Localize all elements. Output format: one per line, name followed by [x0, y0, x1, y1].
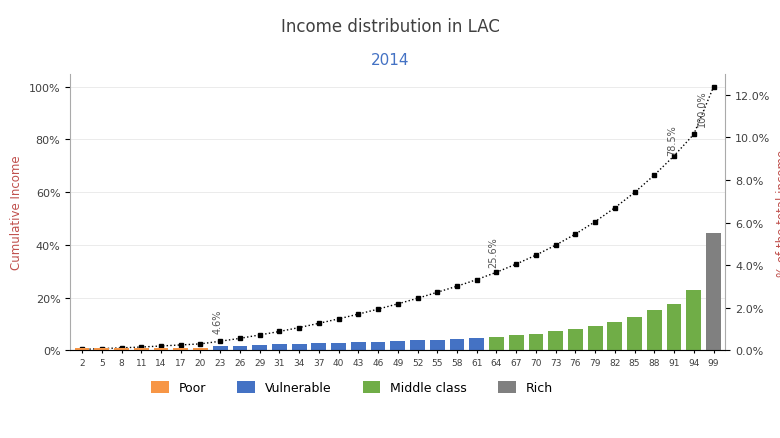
Bar: [489, 337, 504, 350]
Bar: [311, 343, 326, 350]
Bar: [173, 348, 188, 350]
Bar: [292, 344, 307, 350]
Bar: [548, 332, 563, 350]
Bar: [430, 340, 445, 350]
Bar: [529, 334, 544, 350]
Bar: [94, 349, 109, 350]
Bar: [154, 348, 168, 350]
Text: 2014: 2014: [370, 53, 410, 67]
Bar: [686, 290, 701, 350]
Y-axis label: % of the total income: % of the total income: [776, 149, 780, 276]
Bar: [608, 322, 622, 350]
Bar: [706, 233, 721, 350]
Bar: [568, 329, 583, 350]
Bar: [391, 341, 405, 350]
Bar: [627, 317, 642, 350]
Bar: [193, 348, 207, 350]
Bar: [213, 346, 228, 350]
Text: 78.5%: 78.5%: [667, 125, 677, 156]
Legend: Poor, Vulnerable, Middle class, Rich: Poor, Vulnerable, Middle class, Rich: [146, 376, 558, 399]
Bar: [351, 343, 366, 350]
Bar: [449, 339, 464, 350]
Bar: [75, 349, 90, 350]
Bar: [509, 336, 523, 350]
Text: 4.6%: 4.6%: [212, 309, 222, 334]
Text: 25.6%: 25.6%: [488, 237, 498, 267]
Bar: [667, 304, 682, 350]
Bar: [588, 326, 603, 350]
Y-axis label: Cumulative Income: Cumulative Income: [10, 155, 23, 270]
Bar: [647, 311, 661, 350]
Bar: [114, 349, 129, 350]
Bar: [252, 345, 267, 350]
Bar: [370, 342, 385, 350]
Bar: [470, 339, 484, 350]
Bar: [272, 345, 287, 350]
Bar: [332, 343, 346, 350]
Text: 100.0%: 100.0%: [697, 91, 707, 127]
Bar: [410, 341, 425, 350]
Bar: [134, 349, 149, 350]
Bar: [232, 346, 247, 350]
Text: Income distribution in LAC: Income distribution in LAC: [281, 18, 499, 35]
